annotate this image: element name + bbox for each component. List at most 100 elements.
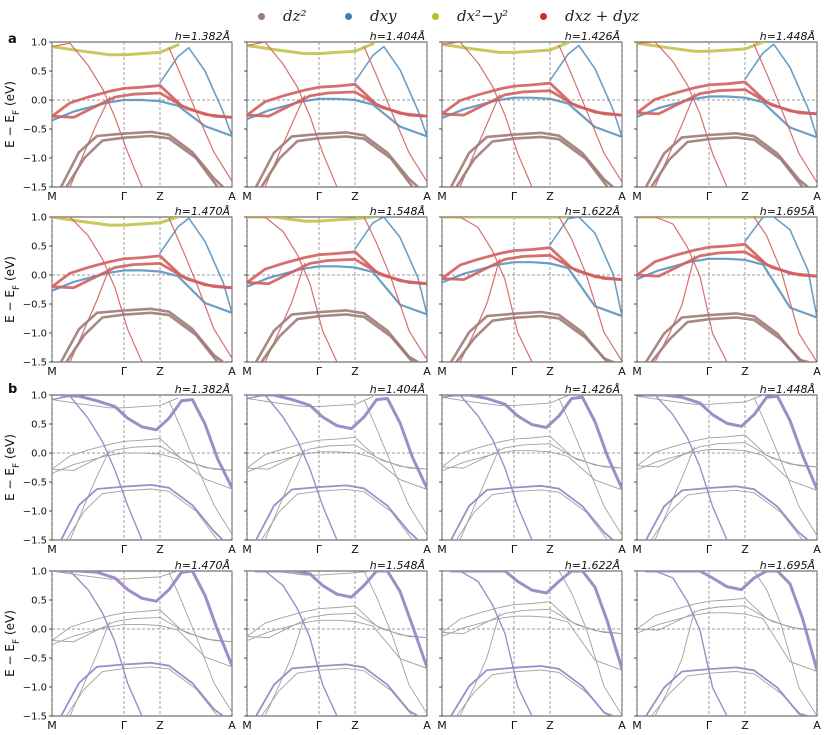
subplot: h=1.622Å M Γ Z A: [437, 205, 626, 378]
kpoint-label: A: [228, 719, 236, 732]
band-line-dxy: [637, 95, 817, 139]
band-line-dxz: [247, 42, 338, 187]
bands: [247, 42, 427, 187]
band-line-dxy: [52, 98, 232, 138]
band-line-dxz: [753, 217, 817, 362]
band-line-thin: [247, 451, 427, 490]
band-line-dxy: [442, 96, 622, 138]
legend-item: dxz + dyz: [540, 6, 639, 26]
kpoint-label: A: [618, 719, 626, 732]
band-line-dxy: [549, 217, 622, 317]
kpoint-label: A: [423, 190, 431, 203]
band-line-dxy: [247, 97, 427, 138]
y-axis-label-unit: (eV): [3, 434, 17, 463]
subplot: h=1.426Å M Γ Z A: [437, 30, 626, 203]
band-line-thin: [654, 609, 696, 716]
kpoint-label: A: [423, 543, 431, 556]
subplot: h=1.695Å M Γ Z A: [632, 559, 821, 732]
band-line-thin: [52, 616, 232, 643]
bands: [52, 42, 232, 187]
band-line-dxy: [442, 261, 622, 318]
y-axis-label-main: E − E: [3, 290, 17, 323]
kpoint-label: M: [242, 190, 252, 203]
h-label: h=1.426Å: [565, 383, 620, 396]
band-line-thin: [637, 434, 817, 468]
panel-label-b: b: [8, 382, 18, 397]
y-axis-label: E − EF (eV): [3, 256, 22, 323]
band-line-thin: [247, 612, 427, 639]
band-line-thin: [442, 443, 622, 469]
legend-marker: [540, 12, 547, 20]
h-label: h=1.426Å: [565, 30, 620, 43]
bands: [637, 395, 817, 540]
legend-item: dz²: [258, 6, 307, 26]
bands: [442, 42, 622, 187]
kpoint-label: Γ: [316, 719, 323, 732]
y-tick-label: −0.5: [23, 478, 47, 489]
band-line-thin: [52, 438, 232, 471]
y-tick-label: 1.0: [31, 567, 47, 578]
band-line-dxz: [558, 217, 622, 362]
legend-label: dx²−y²: [457, 7, 509, 25]
band-line-dx2y2: [637, 42, 765, 53]
bands: [247, 217, 427, 362]
kpoint-label: A: [813, 543, 821, 556]
band-line-dxz: [247, 217, 338, 362]
band-line-thin: [637, 449, 817, 491]
kpoint-label: M: [437, 543, 447, 556]
band-line-weighted: [59, 395, 232, 490]
kpoint-label: M: [437, 190, 447, 203]
kpoint-label: A: [813, 190, 821, 203]
y-tick-label: −1.0: [23, 683, 47, 694]
bands: [247, 571, 427, 716]
band-line-thin: [247, 396, 374, 408]
band-line-dz2: [260, 135, 414, 187]
h-label: h=1.695Å: [760, 559, 815, 572]
subplot: h=1.622Å M Γ Z A: [437, 559, 626, 732]
band-line-thin: [637, 442, 817, 468]
band-line-thin: [52, 397, 179, 409]
bands: [442, 571, 622, 716]
legend-marker: [258, 12, 265, 20]
band-line-dz2: [455, 314, 609, 362]
subplot: h=1.548Å M Γ Z A: [242, 205, 431, 378]
kpoint-label: Z: [741, 365, 749, 378]
band-line-dx2y2: [247, 217, 375, 223]
band-line-thin: [168, 572, 232, 713]
kpoint-label: M: [47, 190, 57, 203]
band-line-dz2: [449, 131, 615, 187]
y-axis-label-unit: (eV): [3, 256, 17, 285]
subplot: h=1.382Å M Γ Z A 1.0 0.5 0.0 −0.5 −1.0 −1.5: [23, 383, 237, 556]
band-line-thin: [442, 615, 622, 671]
legend-label: dxz + dyz: [565, 7, 640, 25]
y-tick-label: 0.0: [31, 96, 47, 107]
legend-label: dz²: [283, 7, 307, 25]
h-label: h=1.622Å: [565, 205, 620, 218]
subplot: h=1.448Å M Γ Z A: [632, 30, 821, 203]
band-line-weighted: [60, 661, 224, 716]
kpoint-label: M: [47, 543, 57, 556]
band-line-weighted: [449, 571, 622, 671]
h-label: h=1.548Å: [370, 205, 425, 218]
kpoint-label: Γ: [121, 719, 128, 732]
band-line-weighted: [255, 484, 419, 540]
kpoint-label: Z: [156, 365, 164, 378]
bands: [442, 217, 622, 362]
h-label: h=1.695Å: [760, 205, 815, 218]
bands: [637, 42, 817, 187]
band-line-dxz: [442, 217, 533, 362]
kpoint-label: A: [618, 543, 626, 556]
band-line-dxz: [168, 217, 232, 359]
y-tick-label: 0.5: [31, 596, 47, 607]
kpoint-label: Γ: [316, 543, 323, 556]
kpoint-label: M: [632, 365, 642, 378]
band-line-thin: [264, 617, 306, 716]
band-line-thin: [558, 571, 622, 716]
y-axis-label-unit: (eV): [3, 81, 17, 110]
band-line-dxz: [247, 90, 427, 118]
y-axis-label-sub: F: [12, 285, 22, 290]
kpoint-label: M: [242, 365, 252, 378]
band-line-weighted: [60, 484, 224, 540]
band-line-weighted: [59, 571, 232, 668]
